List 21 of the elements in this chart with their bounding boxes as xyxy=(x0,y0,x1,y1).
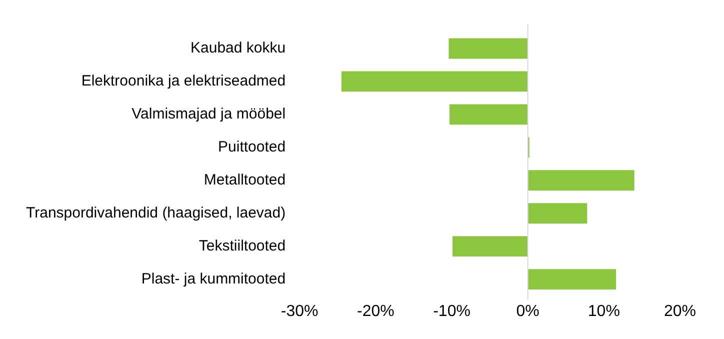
x-tick-label: 0% xyxy=(516,302,540,320)
y-tick-label: Tekstiiltooted xyxy=(198,237,286,254)
x-tick-label: 20% xyxy=(664,302,696,320)
bar xyxy=(528,269,616,290)
x-tick-label: -30% xyxy=(280,302,318,320)
bar xyxy=(449,104,528,125)
y-tick-label: Valmismajad ja mööbel xyxy=(132,106,286,123)
x-tick-label: 10% xyxy=(588,302,620,320)
x-tick-label: -20% xyxy=(357,302,394,320)
x-tick-label: -10% xyxy=(433,302,470,320)
y-tick-label: Elektroonika ja elektriseadmed xyxy=(81,72,286,90)
bar xyxy=(341,71,528,92)
y-tick-label: Plast- ja kummitooted xyxy=(141,270,286,288)
y-tick-label: Metalltooted xyxy=(204,172,286,189)
bar xyxy=(448,38,528,59)
bar xyxy=(528,170,634,191)
y-tick-label: Kaubad kokku xyxy=(190,40,286,57)
y-tick-label: Transpordivahendid (haagised, laevad) xyxy=(26,204,286,222)
y-tick-label: Puittooted xyxy=(218,138,286,156)
bar xyxy=(452,236,528,257)
bar xyxy=(528,203,588,224)
